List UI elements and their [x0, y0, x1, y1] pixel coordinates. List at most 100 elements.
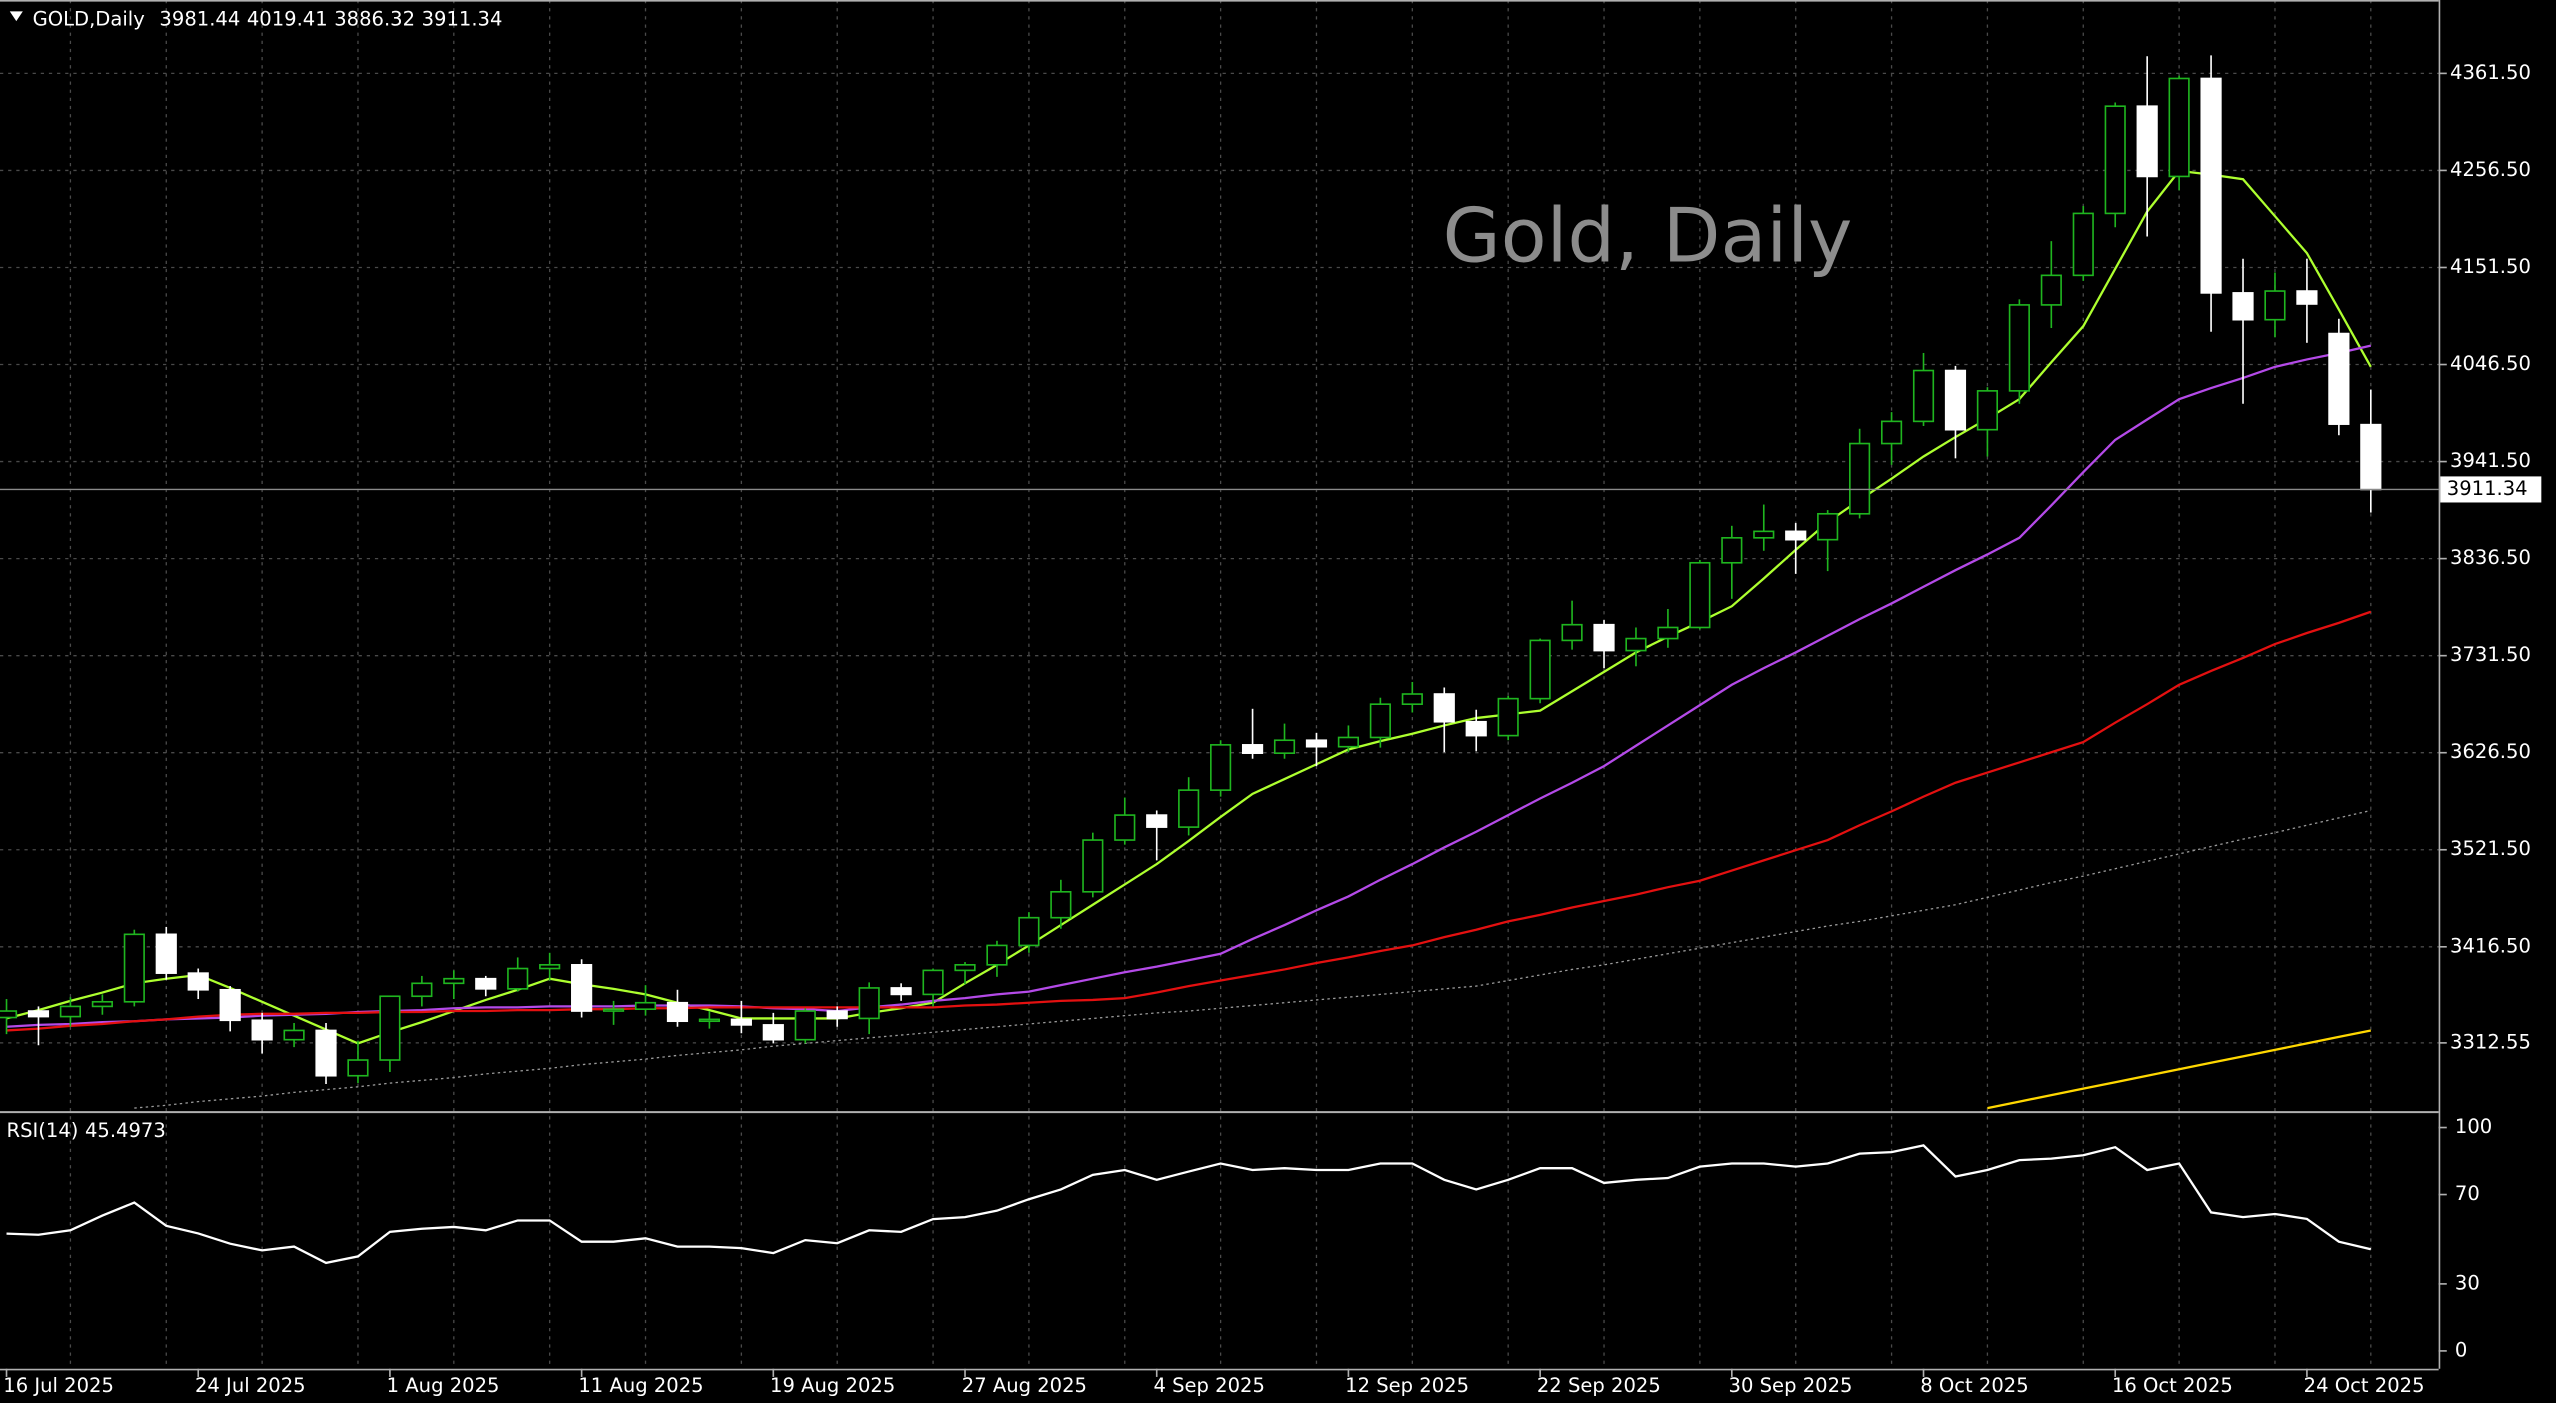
candle-body [1050, 890, 1072, 919]
candle-body [1529, 639, 1551, 700]
y-tick-label: 3941.50 [2450, 449, 2531, 472]
rsi-label: RSI(14) [7, 1118, 79, 1141]
y-tick-label: 4361.50 [2450, 61, 2531, 84]
open-value: 3981.44 [159, 7, 240, 30]
candle-body [698, 1018, 721, 1023]
rsi-tick-label: 100 [2455, 1115, 2492, 1138]
candle-body [858, 987, 880, 1020]
y-tick-label: 3416.50 [2450, 934, 2531, 957]
candle-body [507, 967, 529, 990]
candle-body [602, 1008, 625, 1012]
candle-body [475, 977, 497, 990]
candle-body [411, 982, 433, 998]
candle-body [2200, 77, 2222, 294]
x-tick-label: 16 Jul 2025 [3, 1374, 114, 1397]
candle-body [1561, 623, 1583, 642]
candle-body [315, 1029, 337, 1077]
y-tick-label: 3836.50 [2450, 546, 2531, 569]
candle-body [2072, 212, 2094, 277]
symbol: GOLD,Daily [33, 7, 145, 30]
candle-body [1241, 744, 1264, 754]
candle-body [2168, 77, 2190, 178]
x-tick-label: 8 Oct 2025 [1920, 1374, 2028, 1397]
collapse-icon[interactable] [9, 11, 23, 22]
ma-line [6, 610, 2372, 1032]
grid [0, 0, 2439, 1369]
candle-body [1785, 530, 1807, 541]
x-tick-label: 1 Aug 2025 [387, 1374, 500, 1397]
candle-body [1465, 720, 1487, 737]
candle-body [954, 964, 976, 972]
candle-body [2360, 423, 2382, 491]
x-tick-label: 19 Aug 2025 [770, 1374, 895, 1397]
candle-body [1849, 442, 1871, 515]
candle-body [59, 1005, 82, 1018]
y-tick-label: 4256.50 [2450, 158, 2531, 181]
last-price-box [2440, 476, 2542, 503]
candle-body [91, 1000, 113, 1008]
candle-body [539, 964, 561, 970]
ma-line [134, 809, 2371, 1109]
candle-body [155, 933, 177, 974]
rsi-tick-label: 30 [2455, 1271, 2480, 1294]
candle-body [1114, 814, 1136, 841]
high-value: 4019.41 [247, 7, 328, 30]
x-tick-label: 4 Sep 2025 [1153, 1374, 1264, 1397]
candle-body [1018, 916, 1040, 947]
candle-body [1401, 693, 1423, 706]
candle-body [794, 1010, 816, 1041]
candle-body [187, 972, 209, 991]
candle-body [571, 964, 593, 1012]
candle-body [123, 933, 145, 1003]
candle-body [379, 995, 401, 1061]
candle-body [283, 1029, 305, 1041]
candle-body [762, 1024, 784, 1041]
ma-line [6, 169, 2372, 1045]
rsi-header: RSI(14) 45.4973 [7, 1118, 166, 1141]
x-tick-label: 27 Aug 2025 [962, 1374, 1087, 1397]
low-value: 3886.32 [334, 7, 415, 30]
candle-body [27, 1010, 50, 1018]
candle-body [1689, 561, 1711, 629]
rsi-panel [6, 1144, 2372, 1265]
price-panel [0, 55, 2439, 1110]
candle-body [1912, 369, 1935, 423]
candle-body [2264, 290, 2286, 321]
candle-body [666, 1001, 689, 1023]
candle-body [1497, 697, 1519, 737]
candle-body [2008, 304, 2030, 392]
y-tick-label: 3312.55 [2450, 1030, 2531, 1053]
last-price-label: 3911.34 [2447, 477, 2528, 500]
y-tick-label: 4046.50 [2450, 352, 2531, 375]
candle-body [1593, 623, 1615, 652]
candle-body [1944, 369, 1967, 431]
candle-body [2040, 274, 2062, 306]
candle-body [2104, 105, 2126, 215]
candle-body [1880, 420, 1903, 445]
y-tick-label: 4151.50 [2450, 255, 2531, 278]
rsi-line [6, 1144, 2372, 1265]
candle-body [1721, 537, 1743, 564]
candle-body [1976, 390, 1999, 431]
candle-body [2296, 290, 2318, 305]
ma-line [6, 344, 2372, 1028]
y-tick-label: 3626.50 [2450, 740, 2531, 763]
candle-body [922, 969, 944, 996]
candle-body [890, 987, 912, 996]
candle-body [1753, 530, 1775, 539]
rsi-tick-label: 0 [2455, 1338, 2467, 1361]
candle-body [251, 1019, 273, 1041]
x-tick-label: 11 Aug 2025 [578, 1374, 703, 1397]
candle-body [2232, 292, 2254, 321]
candle-body [347, 1059, 369, 1077]
candle-body [1273, 739, 1296, 754]
candle-body [1210, 744, 1232, 791]
y-tick-label: 3731.50 [2450, 643, 2531, 666]
candle-body [2328, 332, 2350, 425]
close-value: 3911.34 [422, 7, 503, 30]
watermark: Gold, Daily [1443, 192, 1853, 280]
